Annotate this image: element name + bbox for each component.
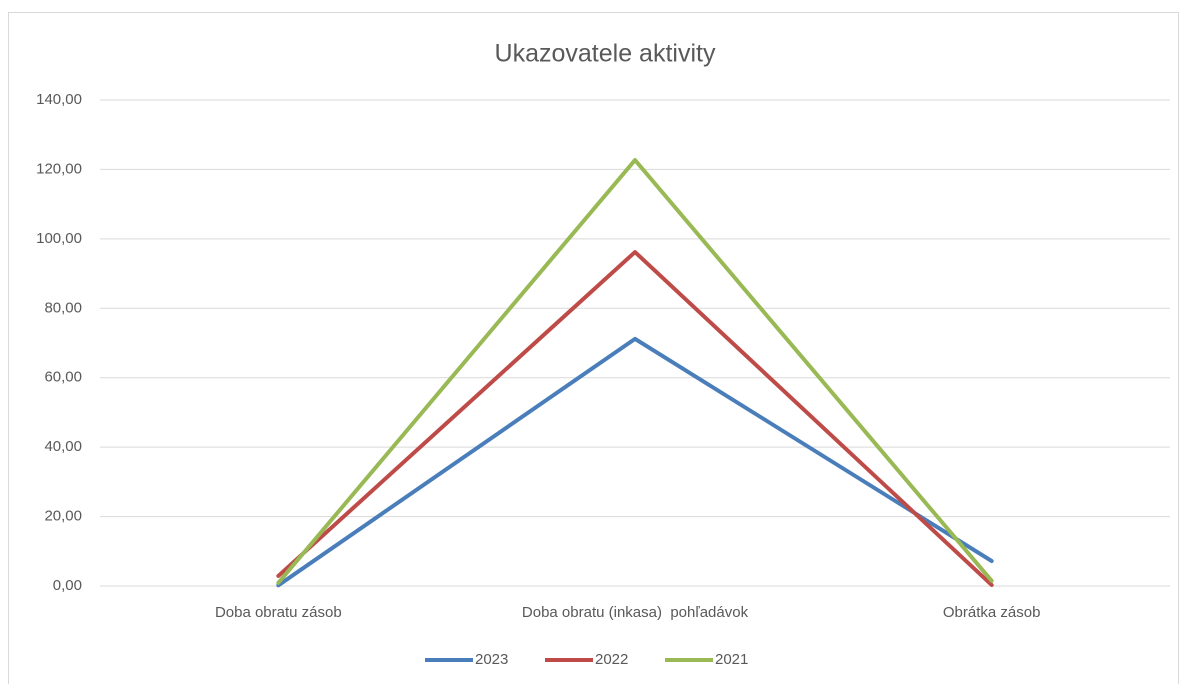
y-tick-label: 60,00 xyxy=(44,369,82,386)
y-tick-label: 100,00 xyxy=(36,230,82,247)
legend-label: 2023 xyxy=(475,651,508,668)
chart-frame xyxy=(8,12,1179,684)
series-line xyxy=(276,158,994,585)
x-tick-label: Obrátka zásob xyxy=(943,604,1041,621)
y-tick-label: 80,00 xyxy=(44,299,82,316)
x-tick-label: Doba obratu (inkasa) pohľadávok xyxy=(522,604,749,621)
y-tick-label: 20,00 xyxy=(44,508,82,525)
y-tick-label: 40,00 xyxy=(44,438,82,455)
y-tick-label: 0,00 xyxy=(53,577,82,594)
y-tick-label: 120,00 xyxy=(36,160,82,177)
legend-label: 2022 xyxy=(595,651,628,668)
series-line xyxy=(276,336,994,588)
legend-label: 2021 xyxy=(715,651,748,668)
x-tick-label: Doba obratu zásob xyxy=(215,604,342,621)
y-tick-label: 140,00 xyxy=(36,91,82,108)
series-line xyxy=(276,250,994,587)
chart-title: Ukazovatele aktivity xyxy=(495,40,716,68)
